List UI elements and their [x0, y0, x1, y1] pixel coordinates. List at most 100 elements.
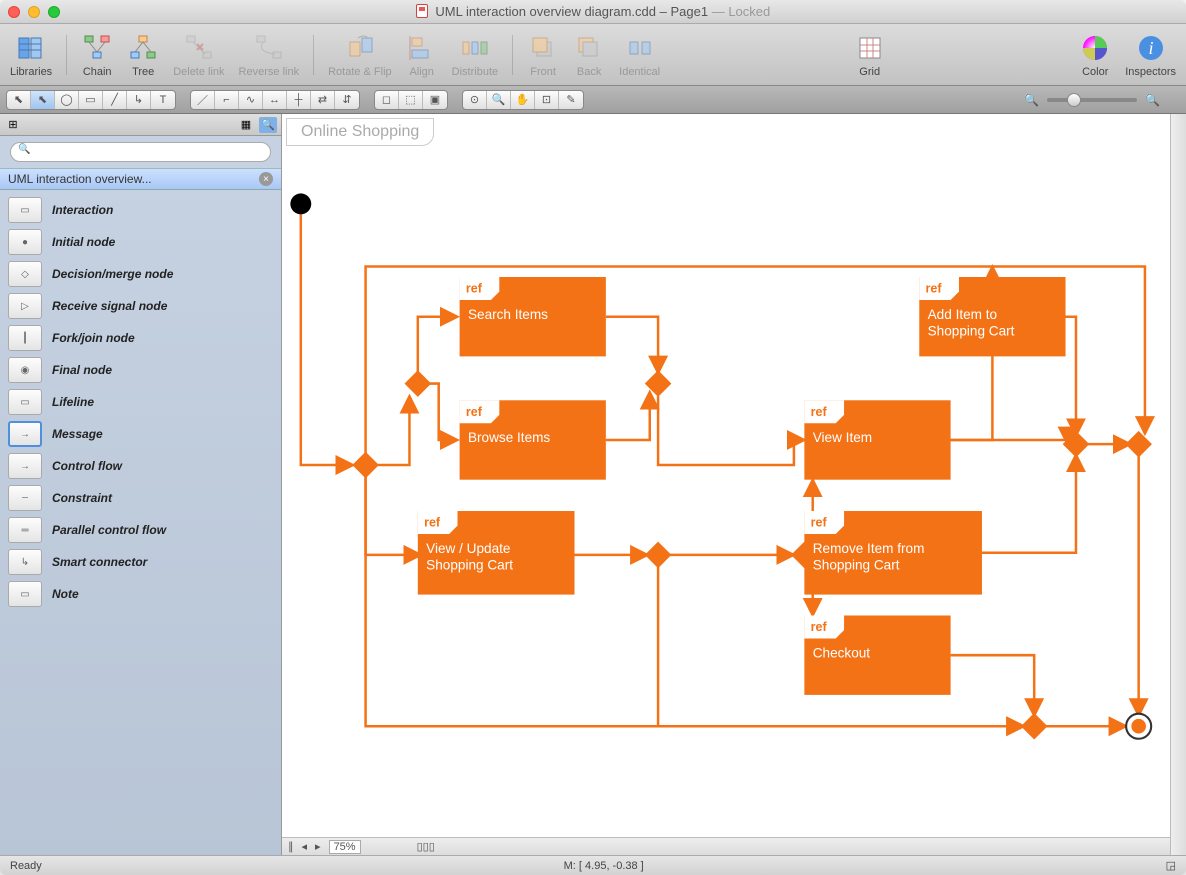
scroll-left-icon[interactable]: ◂	[302, 840, 308, 853]
stencil-item[interactable]: ┄Constraint	[0, 482, 281, 514]
ref-box[interactable]: ref Browse Items	[460, 400, 606, 479]
line7-icon: ⇵	[335, 91, 359, 109]
stencil-item[interactable]: ═Parallel control flow	[0, 514, 281, 546]
stencil-thumb-icon: ▭	[8, 389, 42, 415]
inspectors-button[interactable]: iInspectors	[1125, 32, 1176, 78]
scroll-right-icon[interactable]: ▸	[315, 840, 321, 853]
connector-tool-icon: ↳	[127, 91, 151, 109]
horizontal-scrollbar[interactable]: ∥ ◂ ▸ 75% ▯▯▯	[282, 837, 1170, 855]
decision-node[interactable]	[352, 452, 379, 479]
stencil-item[interactable]: ┃Fork/join node	[0, 322, 281, 354]
ref-box[interactable]: ref Remove Item from Shopping Cart	[804, 511, 982, 595]
libraries-button[interactable]: Libraries	[10, 32, 52, 78]
sidebar-library-header[interactable]: UML interaction overview... ×	[0, 168, 281, 190]
hand-tool-icon: ✋	[511, 91, 535, 109]
final-node[interactable]	[1126, 714, 1151, 739]
decision-node[interactable]	[1021, 713, 1048, 740]
ref-box[interactable]: ref Checkout	[804, 615, 950, 694]
pages-icon[interactable]: ▯▯▯	[417, 840, 435, 853]
ref-box[interactable]: ref View Item	[804, 400, 950, 479]
reverse-link-button[interactable]: Reverse link	[239, 32, 300, 78]
diagram-canvas[interactable]: Online Shopping ref Search Items ref Bro…	[282, 114, 1170, 837]
sidebar-tab-tree-icon[interactable]: ⊞	[4, 117, 22, 133]
sidebar-tab-grid-icon[interactable]: ▦	[237, 117, 255, 133]
flow-edge[interactable]	[1066, 317, 1076, 436]
stencil-label: Interaction	[52, 203, 113, 217]
stencil-thumb-icon: ▷	[8, 293, 42, 319]
stencil-item[interactable]: ▷Receive signal node	[0, 290, 281, 322]
stencil-item[interactable]: ◉Final node	[0, 354, 281, 386]
decision-node[interactable]	[645, 542, 672, 569]
tree-button[interactable]: Tree	[127, 32, 159, 78]
stencil-item[interactable]: ●Initial node	[0, 226, 281, 258]
flow-edge[interactable]	[366, 476, 421, 555]
distribute-button[interactable]: Distribute	[452, 32, 498, 78]
decision-node[interactable]	[1063, 431, 1090, 458]
stencil-item[interactable]: ◇Decision/merge node	[0, 258, 281, 290]
flow-edge[interactable]	[376, 396, 409, 465]
scroll-pause-icon[interactable]: ∥	[288, 840, 294, 853]
main-toolbar: Libraries Chain Tree Delete link Reverse…	[0, 24, 1186, 86]
flow-edge[interactable]	[426, 384, 457, 440]
stencil-item[interactable]: ▭ Interaction	[0, 194, 281, 226]
svg-text:ref: ref	[926, 282, 943, 296]
close-icon[interactable]	[8, 6, 20, 18]
sidebar: ⊞ ▦ 🔍 UML interaction overview... × ▭ Int…	[0, 114, 282, 855]
ellipse-tool-icon: ◯	[55, 91, 79, 109]
decision-node[interactable]	[1125, 431, 1152, 458]
zoom-slider-track[interactable]	[1047, 98, 1137, 102]
delete-link-button[interactable]: Delete link	[173, 32, 224, 78]
zoom-in-icon[interactable]: 🔍	[1145, 93, 1160, 107]
chain-button[interactable]: Chain	[81, 32, 113, 78]
app-window: UML interaction overview diagram.cdd – P…	[0, 0, 1186, 875]
nav5-icon: ✎	[559, 91, 583, 109]
flow-edge[interactable]	[606, 317, 658, 373]
stencil-thumb-icon: ◇	[8, 261, 42, 287]
grid-button[interactable]: Grid	[854, 32, 886, 78]
tool-segment-nav[interactable]: ⊙🔍✋⊡✎	[462, 90, 584, 110]
sidebar-search-input[interactable]	[10, 142, 271, 162]
zoom-readout[interactable]: 75%	[329, 840, 361, 854]
front-button[interactable]: Front	[527, 32, 559, 78]
zoom-out-icon[interactable]: 🔍	[1024, 93, 1039, 107]
shape2-icon: ⬚	[399, 91, 423, 109]
sidebar-close-icon[interactable]: ×	[259, 172, 273, 186]
stencil-thumb-icon: ┃	[8, 325, 42, 351]
flow-edge[interactable]	[658, 396, 804, 465]
rotate-flip-button[interactable]: Rotate & Flip	[328, 32, 392, 78]
flow-edge[interactable]	[418, 317, 458, 376]
zoom-slider[interactable]: 🔍 🔍	[1024, 93, 1160, 107]
identical-button[interactable]: Identical	[619, 32, 660, 78]
stencil-item[interactable]: →Control flow	[0, 450, 281, 482]
tool-segment-select[interactable]: ⬉ ⬉ ◯ ▭ ╱ ↳ T	[6, 90, 176, 110]
flow-edge[interactable]	[301, 214, 353, 465]
flow-edge[interactable]	[606, 392, 650, 440]
zoom-icon[interactable]	[48, 6, 60, 18]
flow-edge[interactable]	[951, 655, 1035, 716]
minimize-icon[interactable]	[28, 6, 40, 18]
stencil-item[interactable]: ▭Lifeline	[0, 386, 281, 418]
initial-node[interactable]	[290, 193, 311, 214]
status-corner-icon[interactable]: ◲	[1166, 859, 1176, 872]
svg-text:ref: ref	[424, 516, 441, 530]
ref-box[interactable]: ref Add Item to Shopping Cart	[919, 277, 1065, 356]
color-button[interactable]: Color	[1079, 32, 1111, 78]
sidebar-tab-search-icon[interactable]: 🔍	[259, 117, 277, 133]
ref-box[interactable]: ref Search Items	[460, 277, 606, 356]
line3-icon: ∿	[239, 91, 263, 109]
stencil-item[interactable]: ↳Smart connector	[0, 546, 281, 578]
rect-tool-icon: ▭	[79, 91, 103, 109]
decision-node[interactable]	[405, 370, 432, 397]
stencil-item[interactable]: ▭Note	[0, 578, 281, 610]
flow-edge[interactable]	[982, 455, 1076, 553]
align-button[interactable]: Align	[406, 32, 438, 78]
status-ready: Ready	[10, 860, 42, 872]
flow-edge[interactable]	[951, 440, 1068, 444]
tool-segment-lines[interactable]: ／⌐∿↔┼⇄⇵	[190, 90, 360, 110]
stencil-item[interactable]: →Message	[0, 418, 281, 450]
ref-box[interactable]: ref View / Update Shopping Cart	[418, 511, 575, 595]
stencil-thumb-icon: ▭	[8, 197, 42, 223]
vertical-scrollbar[interactable]	[1170, 114, 1186, 855]
tool-segment-shapes[interactable]: ◻⬚▣	[374, 90, 448, 110]
back-button[interactable]: Back	[573, 32, 605, 78]
